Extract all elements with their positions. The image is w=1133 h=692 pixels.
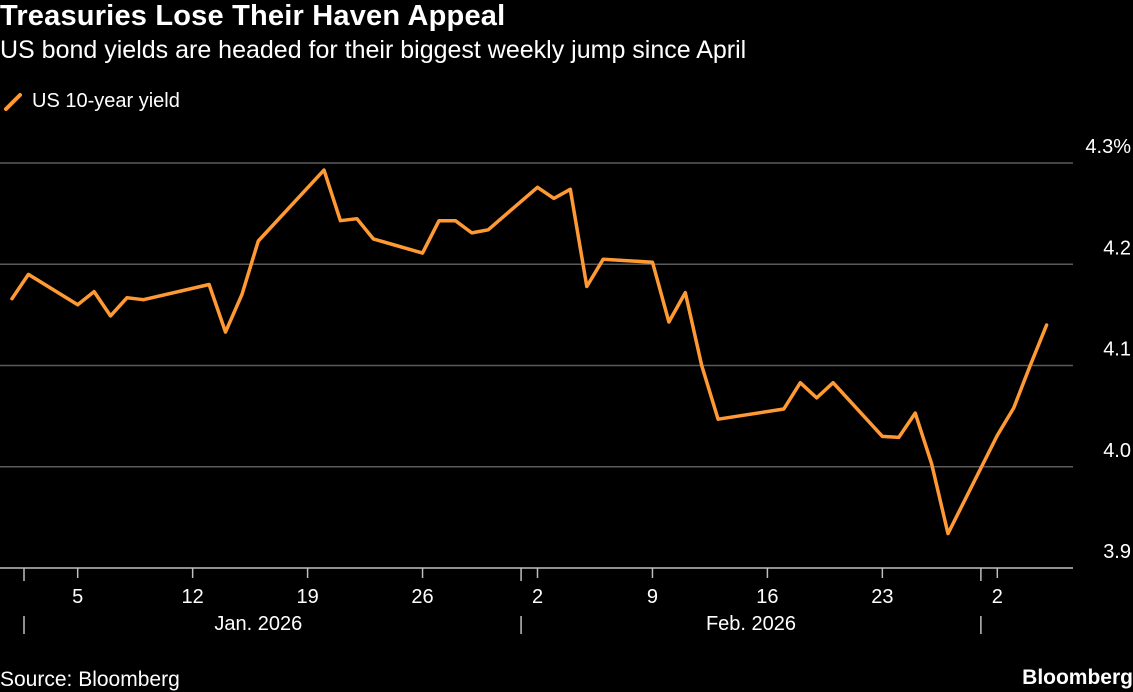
x-tick-label: 5 [72,586,83,608]
x-tick-label: 9 [647,586,658,608]
x-tick-label: 16 [756,586,778,608]
legend: US 10-year yield [4,90,180,113]
y-tick-label: 4.2 [1103,237,1131,259]
brand-logo: Bloomberg [1022,666,1133,689]
legend-line-icon [4,92,22,111]
chart-subtitle: US bond yields are headed for their bigg… [0,36,747,64]
legend-label: US 10-year yield [32,90,180,112]
x-tick-label: 26 [411,586,433,608]
series-line-us-10-year-yield [10,168,1049,536]
month-label: Jan. 2026 [214,613,302,635]
x-tick-label: 12 [182,586,204,608]
chart-title: Treasuries Lose Their Haven Appeal [0,0,506,32]
x-tick-label: 2 [992,586,1003,608]
source-note: Source: Bloomberg [0,668,180,691]
y-tick-label: 4.1 [1103,339,1131,361]
month-label: Feb. 2026 [706,613,796,635]
y-tick-label: 4.0 [1103,440,1131,462]
x-tick-label: 2 [532,586,543,608]
x-tick-label: 23 [871,586,893,608]
y-tick-label: 3.9 [1103,541,1131,563]
x-tick-label: 19 [296,586,318,608]
y-tick-label: 4.3% [1085,136,1131,158]
